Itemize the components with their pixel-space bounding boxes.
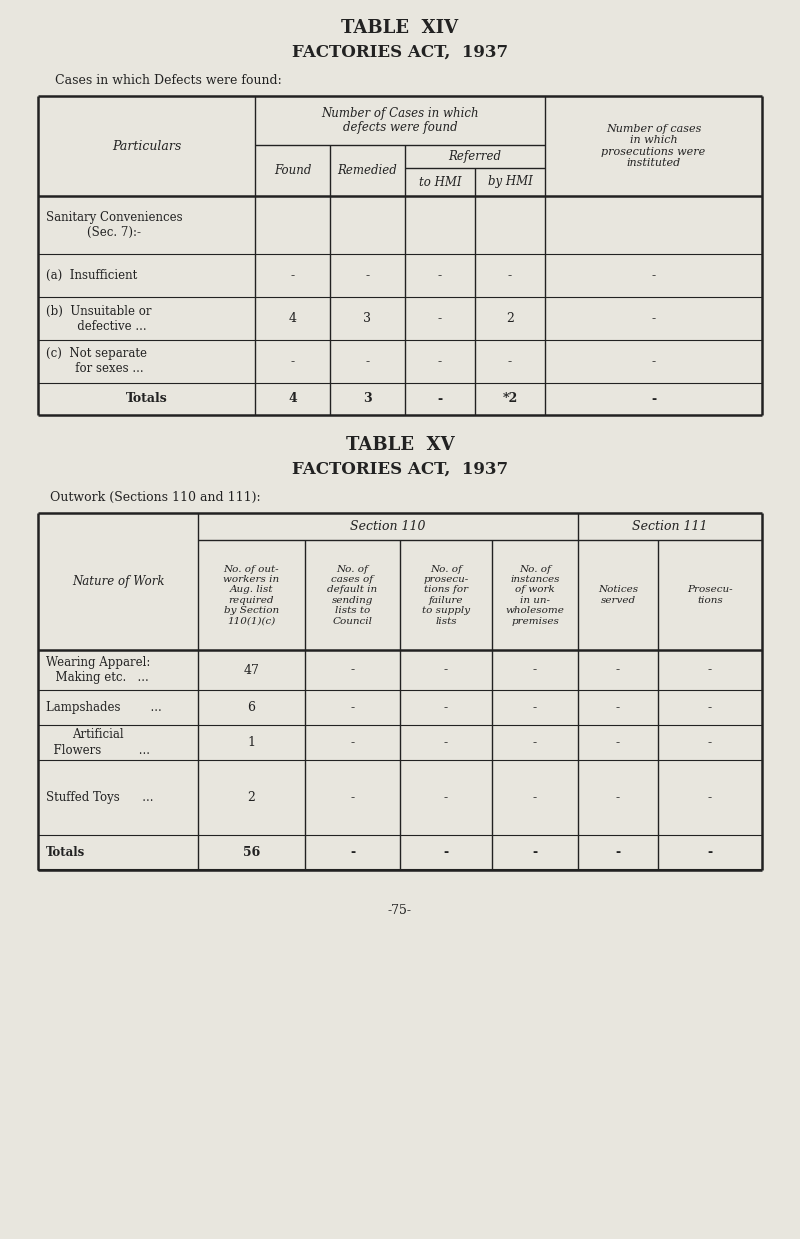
Text: (b)  Unsuitable or
       defective ...: (b) Unsuitable or defective ... bbox=[46, 305, 151, 332]
Text: -: - bbox=[443, 846, 449, 859]
Text: -: - bbox=[438, 393, 442, 405]
Text: Sanitary Conveniences
(Sec. 7):-: Sanitary Conveniences (Sec. 7):- bbox=[46, 211, 182, 239]
Text: -: - bbox=[616, 736, 620, 750]
Text: (a)  Insufficient: (a) Insufficient bbox=[46, 269, 138, 282]
Text: -: - bbox=[533, 736, 537, 750]
Text: -: - bbox=[350, 664, 354, 676]
Text: -: - bbox=[290, 356, 294, 368]
Text: -: - bbox=[290, 269, 294, 282]
Text: -: - bbox=[615, 846, 621, 859]
Text: -: - bbox=[651, 269, 655, 282]
Text: -: - bbox=[350, 846, 355, 859]
Text: TABLE  XIV: TABLE XIV bbox=[342, 19, 458, 37]
Text: Outwork (Sections 110 and 111):: Outwork (Sections 110 and 111): bbox=[50, 491, 261, 503]
Text: Number of cases
in which
prosecutions were
instituted: Number of cases in which prosecutions we… bbox=[602, 124, 706, 169]
Text: FACTORIES ACT,  1937: FACTORIES ACT, 1937 bbox=[292, 43, 508, 61]
Text: -: - bbox=[708, 664, 712, 676]
Text: -75-: -75- bbox=[388, 903, 412, 917]
Text: -: - bbox=[708, 790, 712, 804]
Text: -: - bbox=[444, 664, 448, 676]
Text: by HMI: by HMI bbox=[488, 176, 532, 188]
Text: 3: 3 bbox=[363, 393, 372, 405]
Text: 1: 1 bbox=[247, 736, 255, 750]
Text: -: - bbox=[366, 356, 370, 368]
Text: Remedied: Remedied bbox=[338, 164, 398, 177]
Text: Section 110: Section 110 bbox=[350, 520, 426, 533]
Text: 56: 56 bbox=[243, 846, 260, 859]
Text: -: - bbox=[533, 846, 538, 859]
Text: Found: Found bbox=[274, 164, 311, 177]
Text: No. of
cases of
default in
sending
lists to
Council: No. of cases of default in sending lists… bbox=[327, 565, 378, 626]
Text: -: - bbox=[533, 701, 537, 714]
Text: Wearing Apparel:
  Making etc.   ...: Wearing Apparel: Making etc. ... bbox=[46, 655, 150, 684]
Text: -: - bbox=[533, 664, 537, 676]
Text: -: - bbox=[366, 269, 370, 282]
Text: -: - bbox=[350, 736, 354, 750]
Text: Totals: Totals bbox=[46, 846, 86, 859]
Text: -: - bbox=[508, 356, 512, 368]
Text: -: - bbox=[616, 701, 620, 714]
Text: No. of out-
workers in
Aug. list
required
by Section
110(1)(c): No. of out- workers in Aug. list require… bbox=[223, 565, 279, 626]
Text: -: - bbox=[651, 356, 655, 368]
Text: 2: 2 bbox=[506, 312, 514, 325]
Text: -: - bbox=[651, 393, 656, 405]
Text: -: - bbox=[708, 736, 712, 750]
Text: 4: 4 bbox=[289, 312, 297, 325]
Text: -: - bbox=[708, 701, 712, 714]
Text: Notices
served: Notices served bbox=[598, 585, 638, 605]
Text: *2: *2 bbox=[502, 393, 518, 405]
Text: -: - bbox=[508, 269, 512, 282]
Text: (c)  Not separate
       for sexes ...: (c) Not separate for sexes ... bbox=[46, 347, 147, 375]
Text: Cases in which Defects were found:: Cases in which Defects were found: bbox=[55, 73, 282, 87]
Text: -: - bbox=[438, 312, 442, 325]
Text: -: - bbox=[533, 790, 537, 804]
Text: -: - bbox=[350, 701, 354, 714]
Text: -: - bbox=[616, 664, 620, 676]
Text: 6: 6 bbox=[247, 701, 255, 714]
Text: Artificial
  Flowers          ...: Artificial Flowers ... bbox=[46, 729, 150, 757]
Text: -: - bbox=[350, 790, 354, 804]
Text: Particulars: Particulars bbox=[112, 140, 181, 152]
Text: -: - bbox=[438, 356, 442, 368]
Text: 4: 4 bbox=[288, 393, 297, 405]
Text: TABLE  XV: TABLE XV bbox=[346, 436, 454, 453]
Text: Number of Cases in which
defects were found: Number of Cases in which defects were fo… bbox=[321, 107, 479, 135]
Text: FACTORIES ACT,  1937: FACTORIES ACT, 1937 bbox=[292, 461, 508, 477]
Text: -: - bbox=[444, 701, 448, 714]
Text: -: - bbox=[616, 790, 620, 804]
Text: 47: 47 bbox=[243, 664, 259, 676]
Text: Referred: Referred bbox=[449, 150, 502, 164]
Text: -: - bbox=[438, 269, 442, 282]
Text: 3: 3 bbox=[363, 312, 371, 325]
Text: to HMI: to HMI bbox=[418, 176, 462, 188]
Text: Stuffed Toys      ...: Stuffed Toys ... bbox=[46, 790, 154, 804]
Text: Lampshades        ...: Lampshades ... bbox=[46, 701, 162, 714]
Text: -: - bbox=[707, 846, 713, 859]
Text: 2: 2 bbox=[247, 790, 255, 804]
Text: Totals: Totals bbox=[126, 393, 167, 405]
Text: -: - bbox=[444, 736, 448, 750]
Text: No. of
instances
of work
in un-
wholesome
premises: No. of instances of work in un- wholesom… bbox=[506, 565, 565, 626]
Text: -: - bbox=[444, 790, 448, 804]
Text: Nature of Work: Nature of Work bbox=[72, 575, 164, 589]
Text: Section 111: Section 111 bbox=[632, 520, 708, 533]
Text: No. of
prosecu-
tions for
failure
to supply
lists: No. of prosecu- tions for failure to sup… bbox=[422, 565, 470, 626]
Text: Prosecu-
tions: Prosecu- tions bbox=[687, 585, 733, 605]
Text: -: - bbox=[651, 312, 655, 325]
